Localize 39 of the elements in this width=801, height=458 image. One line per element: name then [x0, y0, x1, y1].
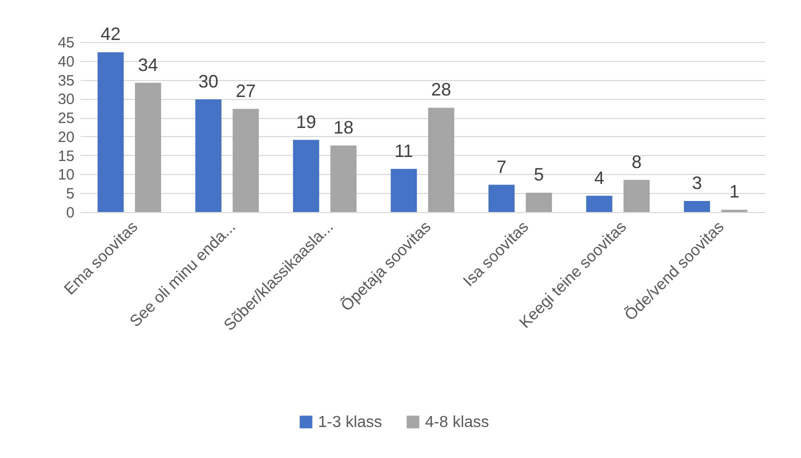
- bar: [684, 201, 710, 212]
- y-tick-label: 35: [58, 72, 74, 90]
- bar: [195, 99, 222, 212]
- bar: [526, 192, 552, 212]
- data-label: 28: [431, 80, 452, 100]
- bar: [98, 52, 124, 212]
- data-label: 19: [296, 112, 316, 132]
- bar: [232, 108, 259, 212]
- data-label: 42: [100, 24, 121, 44]
- bar: [293, 140, 320, 212]
- y-tick-label: 0: [66, 204, 74, 222]
- bar: [488, 184, 515, 212]
- y-tick-label: 25: [58, 110, 74, 128]
- data-label: 8: [632, 152, 642, 172]
- y-tick-label: 40: [58, 53, 74, 70]
- data-label: 1: [729, 182, 740, 202]
- bar: [624, 180, 650, 212]
- y-tick-label: 10: [58, 166, 74, 184]
- data-label: 11: [394, 140, 414, 161]
- data-label: 7: [496, 156, 507, 177]
- bar: [428, 108, 454, 212]
- data-label: 30: [198, 71, 218, 92]
- y-tick-label: 30: [58, 91, 74, 108]
- bar: [390, 168, 417, 212]
- y-tick-label: 5: [66, 186, 74, 203]
- legend-label: 1-3 klass: [318, 414, 382, 431]
- y-tick-label: 20: [58, 128, 74, 146]
- data-label: 18: [333, 118, 354, 138]
- bar: [330, 146, 357, 212]
- bar: [586, 196, 612, 212]
- bar: [134, 82, 162, 212]
- y-tick-label: 15: [58, 148, 74, 165]
- data-label: 5: [534, 164, 544, 185]
- data-label: 27: [236, 80, 256, 101]
- legend-label: 4-8 klass: [425, 414, 490, 431]
- y-tick-label: 45: [58, 34, 74, 52]
- data-label: 3: [692, 173, 702, 194]
- data-label: 34: [138, 54, 158, 75]
- data-label: 4: [594, 168, 604, 188]
